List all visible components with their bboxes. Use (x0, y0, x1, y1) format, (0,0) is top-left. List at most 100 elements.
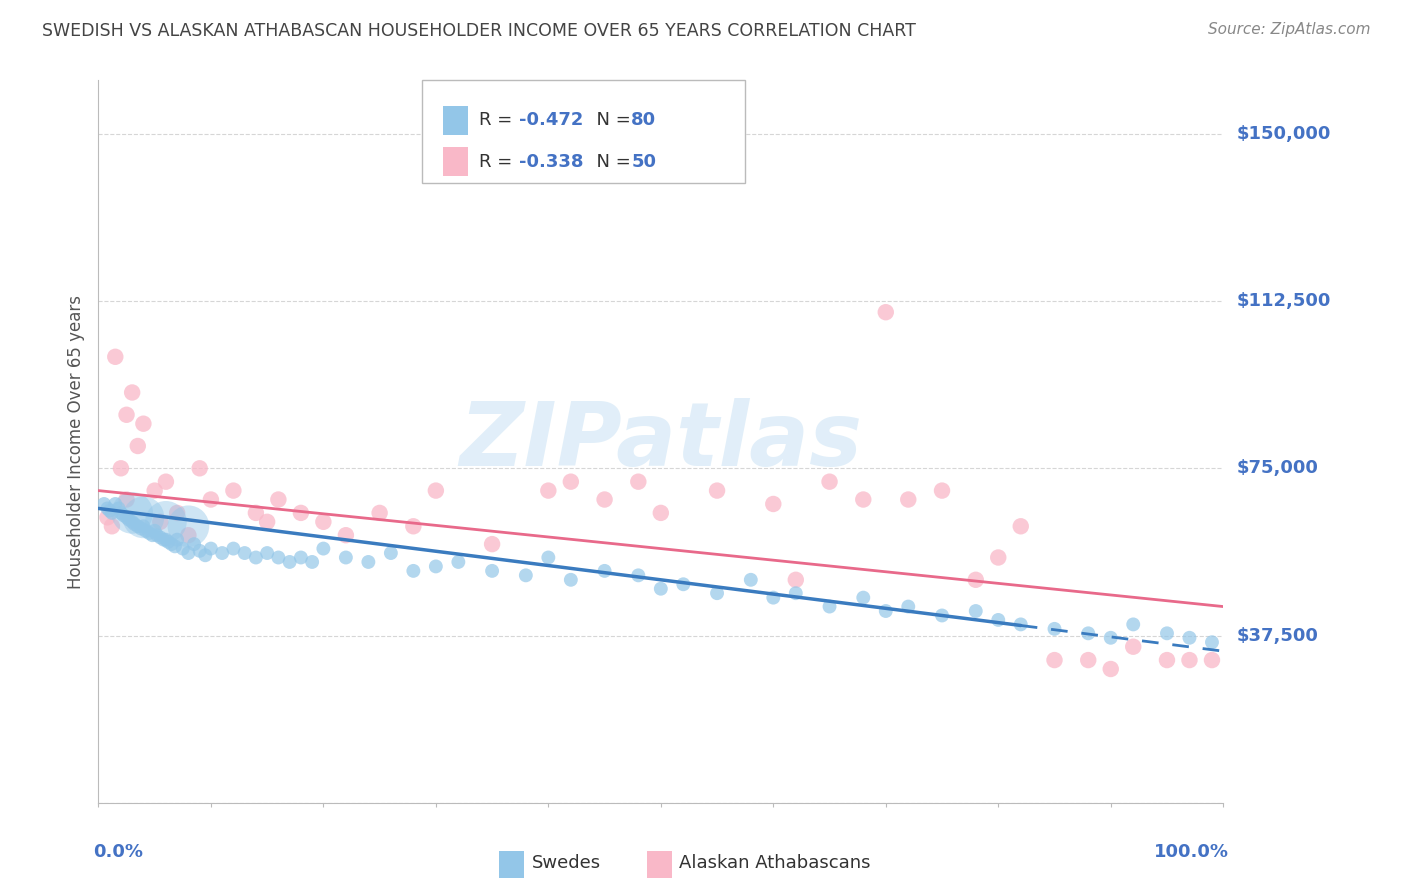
Point (200, 492, 222, 507)
Point (312, 515, 335, 529)
Point (672, 577, 695, 591)
Point (852, 591, 875, 605)
Text: 50: 50 (631, 153, 657, 170)
Point (188, 543, 211, 558)
Text: 80: 80 (631, 112, 657, 129)
Point (301, 555, 323, 569)
Point (155, 515, 177, 529)
Point (245, 506, 267, 520)
Point (101, 519, 124, 533)
Point (115, 408, 138, 422)
Point (368, 506, 391, 520)
Point (1043, 653, 1066, 667)
Point (897, 599, 920, 614)
Point (1010, 519, 1032, 533)
Point (650, 506, 672, 520)
Y-axis label: Householder Income Over 65 years: Householder Income Over 65 years (67, 294, 86, 589)
Point (481, 564, 503, 578)
Point (118, 512, 141, 526)
Point (267, 492, 290, 507)
Point (627, 568, 650, 582)
Point (1201, 653, 1223, 667)
Point (1156, 626, 1178, 640)
Point (1077, 626, 1099, 640)
Point (104, 497, 127, 511)
Text: 0.0%: 0.0% (93, 843, 143, 861)
Point (245, 550, 267, 565)
Point (115, 510, 138, 524)
Point (402, 564, 425, 578)
Point (132, 417, 155, 431)
Point (515, 568, 537, 582)
Point (183, 537, 205, 551)
Point (177, 528, 200, 542)
Point (233, 546, 256, 560)
Point (357, 555, 380, 569)
Point (163, 539, 186, 553)
Text: -0.338: -0.338 (519, 153, 583, 170)
Point (785, 573, 807, 587)
Point (200, 541, 222, 556)
Text: N =: N = (585, 153, 637, 170)
Point (222, 483, 245, 498)
Point (537, 483, 560, 498)
Text: $150,000: $150,000 (1237, 125, 1331, 143)
Text: SWEDISH VS ALASKAN ATHABASCAN HOUSEHOLDER INCOME OVER 65 YEARS CORRELATION CHART: SWEDISH VS ALASKAN ATHABASCAN HOUSEHOLDE… (42, 22, 917, 40)
Point (160, 537, 183, 551)
Point (110, 506, 132, 520)
Point (211, 546, 233, 560)
Point (931, 483, 953, 498)
Point (762, 497, 785, 511)
Point (762, 591, 785, 605)
Point (593, 564, 616, 578)
Point (380, 546, 402, 560)
Point (425, 483, 447, 498)
Point (425, 559, 447, 574)
Point (481, 537, 503, 551)
Text: $112,500: $112,500 (1237, 292, 1331, 310)
Point (256, 546, 278, 560)
Point (143, 483, 166, 498)
Point (965, 573, 987, 587)
Point (121, 515, 143, 529)
Point (1178, 653, 1201, 667)
Point (132, 510, 155, 524)
Point (166, 533, 188, 547)
Point (267, 550, 290, 565)
Point (987, 550, 1010, 565)
Point (402, 519, 425, 533)
Point (593, 492, 616, 507)
Point (135, 524, 157, 538)
Point (312, 541, 335, 556)
Point (897, 492, 920, 507)
Point (706, 483, 728, 498)
Point (112, 508, 135, 523)
Point (172, 541, 194, 556)
Point (560, 475, 582, 489)
Text: -0.472: -0.472 (519, 112, 583, 129)
Point (335, 550, 357, 565)
Point (138, 525, 160, 540)
Point (107, 501, 129, 516)
Point (121, 385, 143, 400)
Point (650, 582, 672, 596)
Point (965, 604, 987, 618)
Point (96, 501, 118, 516)
Text: Swedes: Swedes (531, 855, 600, 872)
Point (1201, 635, 1223, 649)
Point (1077, 653, 1099, 667)
Point (537, 550, 560, 565)
Text: Alaskan Athabascans: Alaskan Athabascans (679, 855, 870, 872)
Text: 100.0%: 100.0% (1154, 843, 1229, 861)
Point (127, 519, 149, 533)
Point (177, 519, 200, 533)
Point (222, 541, 245, 556)
Point (149, 515, 172, 529)
Point (155, 475, 177, 489)
Point (96, 510, 118, 524)
Point (818, 599, 841, 614)
Point (987, 613, 1010, 627)
Point (1099, 631, 1122, 645)
Point (124, 517, 146, 532)
Point (1099, 662, 1122, 676)
